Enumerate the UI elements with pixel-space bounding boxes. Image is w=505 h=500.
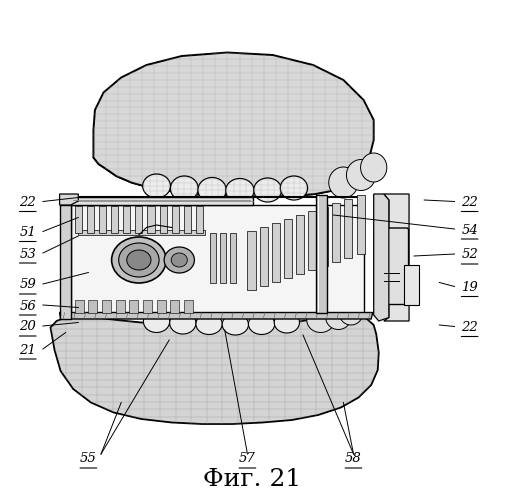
- Polygon shape: [157, 300, 166, 312]
- Bar: [210, 232, 216, 282]
- Polygon shape: [184, 300, 193, 312]
- Bar: [316, 195, 327, 312]
- Ellipse shape: [248, 314, 275, 334]
- Ellipse shape: [171, 176, 198, 201]
- Polygon shape: [143, 300, 152, 312]
- Polygon shape: [116, 300, 125, 312]
- Polygon shape: [99, 206, 106, 233]
- Polygon shape: [172, 206, 179, 233]
- Ellipse shape: [143, 174, 171, 198]
- Polygon shape: [308, 211, 316, 270]
- Ellipse shape: [198, 178, 226, 203]
- Ellipse shape: [196, 314, 222, 334]
- Polygon shape: [184, 206, 191, 233]
- Polygon shape: [196, 206, 203, 233]
- Ellipse shape: [346, 160, 376, 190]
- Polygon shape: [384, 194, 409, 321]
- Polygon shape: [272, 223, 280, 282]
- Text: 51: 51: [19, 226, 36, 239]
- Text: 22: 22: [19, 196, 36, 209]
- Polygon shape: [75, 300, 84, 312]
- Ellipse shape: [254, 178, 282, 202]
- Polygon shape: [123, 206, 130, 233]
- Text: 59: 59: [19, 278, 36, 291]
- Text: 54: 54: [461, 224, 478, 236]
- Text: 52: 52: [461, 248, 478, 262]
- Ellipse shape: [226, 178, 254, 203]
- Ellipse shape: [171, 253, 187, 267]
- Polygon shape: [93, 121, 369, 196]
- Text: 22: 22: [461, 321, 478, 334]
- Bar: [78, 230, 205, 235]
- Polygon shape: [247, 231, 256, 290]
- Text: 19: 19: [461, 281, 478, 294]
- Text: 55: 55: [80, 452, 97, 466]
- Text: 22: 22: [461, 196, 478, 209]
- Ellipse shape: [119, 243, 159, 277]
- Ellipse shape: [361, 153, 387, 182]
- Polygon shape: [87, 206, 94, 233]
- Polygon shape: [170, 300, 179, 312]
- Polygon shape: [50, 314, 379, 424]
- Polygon shape: [129, 300, 138, 312]
- Polygon shape: [75, 206, 82, 233]
- Text: Фиг. 21: Фиг. 21: [204, 468, 301, 491]
- Bar: [230, 232, 236, 282]
- Polygon shape: [102, 300, 111, 312]
- Polygon shape: [93, 52, 374, 197]
- Text: 58: 58: [345, 452, 362, 466]
- Polygon shape: [374, 194, 389, 321]
- Bar: [220, 232, 226, 282]
- Polygon shape: [147, 206, 155, 233]
- Bar: [404, 265, 419, 305]
- Ellipse shape: [339, 302, 363, 325]
- Ellipse shape: [274, 312, 299, 333]
- Ellipse shape: [164, 247, 194, 273]
- Text: 57: 57: [239, 452, 256, 466]
- Polygon shape: [284, 219, 292, 278]
- Polygon shape: [60, 205, 71, 319]
- Polygon shape: [357, 195, 365, 254]
- Polygon shape: [344, 199, 352, 258]
- Polygon shape: [71, 205, 364, 312]
- Polygon shape: [332, 203, 340, 262]
- Ellipse shape: [222, 314, 248, 335]
- Polygon shape: [60, 194, 78, 205]
- Ellipse shape: [143, 310, 170, 332]
- FancyBboxPatch shape: [374, 228, 409, 304]
- Ellipse shape: [326, 306, 351, 330]
- Ellipse shape: [329, 167, 358, 198]
- Text: 21: 21: [19, 344, 36, 356]
- Text: 56: 56: [19, 300, 36, 312]
- Polygon shape: [320, 207, 328, 266]
- Ellipse shape: [112, 237, 166, 283]
- Ellipse shape: [170, 312, 196, 334]
- Polygon shape: [88, 300, 97, 312]
- Ellipse shape: [280, 176, 308, 200]
- Polygon shape: [260, 227, 268, 286]
- Ellipse shape: [307, 308, 334, 332]
- Ellipse shape: [127, 250, 151, 270]
- Text: 53: 53: [19, 248, 36, 260]
- Polygon shape: [160, 206, 167, 233]
- Polygon shape: [296, 215, 304, 274]
- Polygon shape: [71, 196, 252, 205]
- Polygon shape: [111, 206, 118, 233]
- Polygon shape: [135, 206, 142, 233]
- Text: 20: 20: [19, 320, 36, 334]
- Polygon shape: [60, 312, 373, 319]
